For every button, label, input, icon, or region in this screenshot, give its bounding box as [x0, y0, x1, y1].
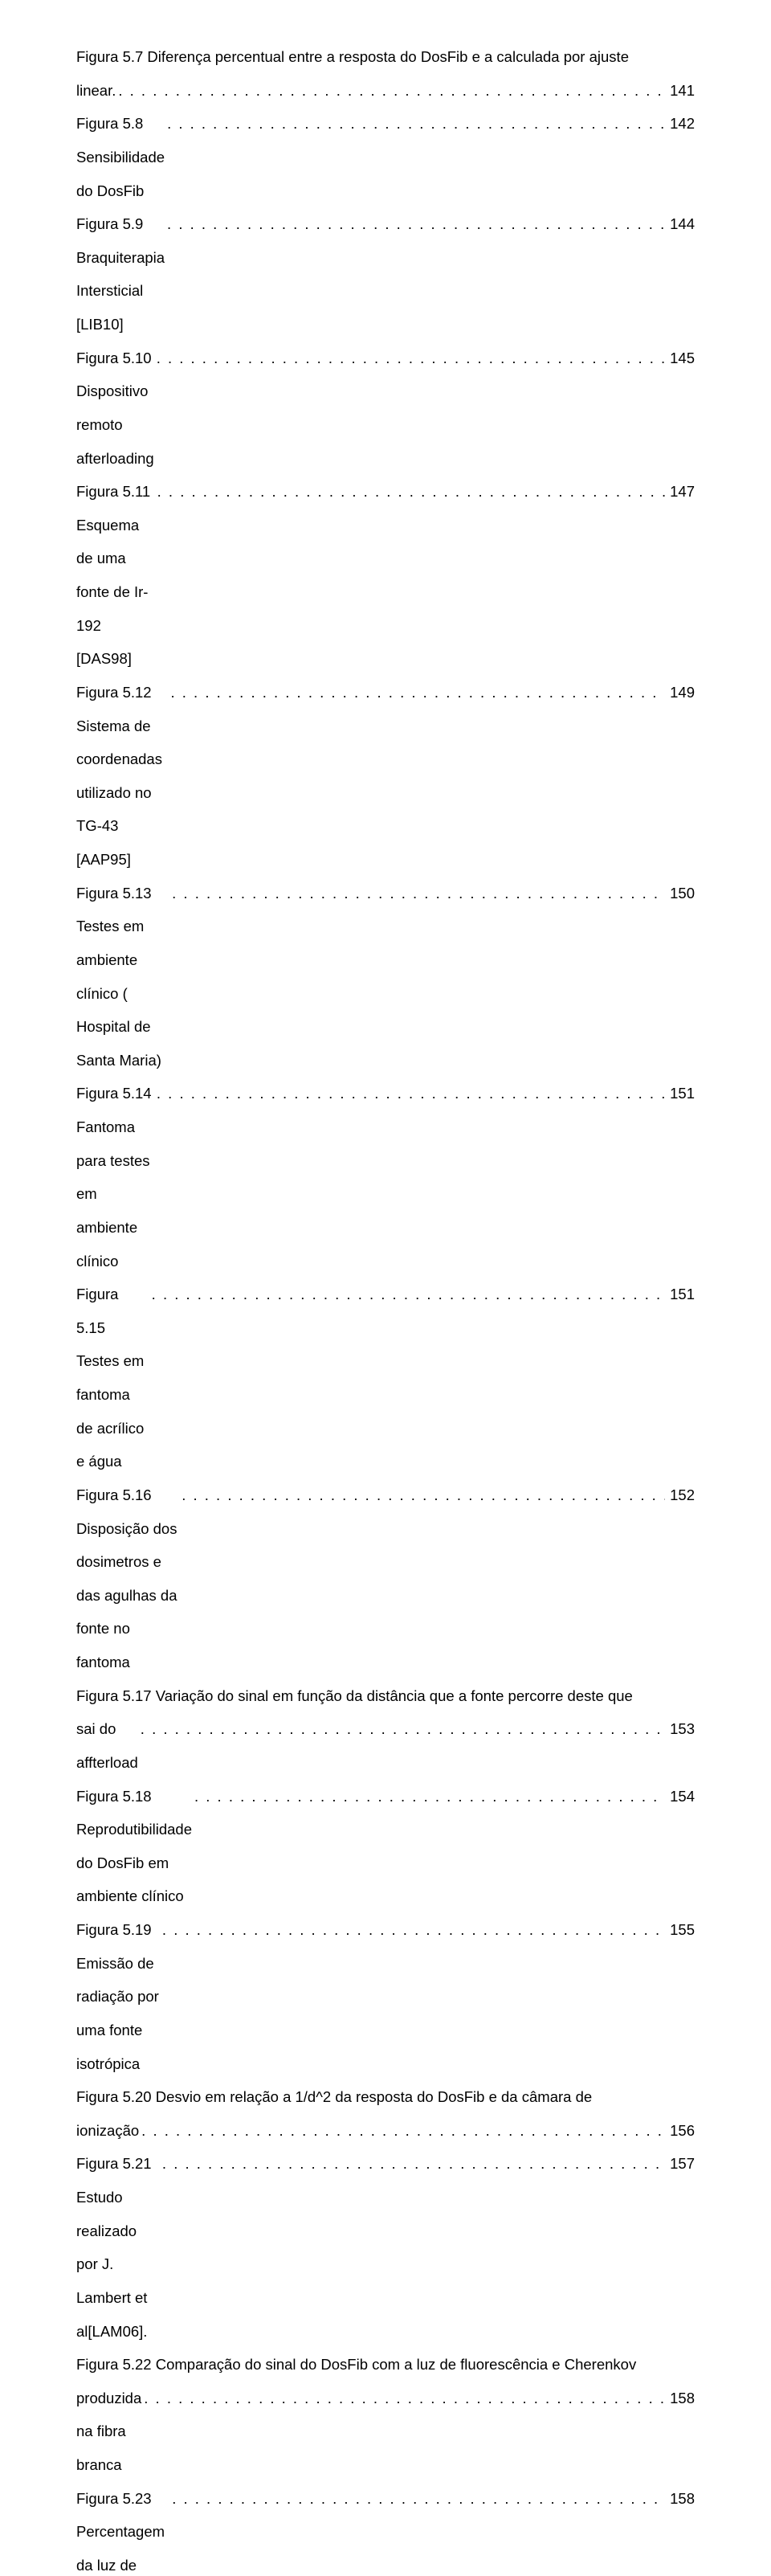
toc-entry-text: Figura 5.9 Braquiterapia Intersticial [L…	[76, 207, 165, 341]
leader-dots: . . . . . . . . . . . . . . . . . . . . …	[116, 74, 665, 108]
leader-dots: . . . . . . . . . . . . . . . . . . . . …	[165, 207, 665, 241]
toc-entry-text: Figura 5.19 Emissão de radiação por uma …	[76, 1913, 160, 2080]
toc-entry-text: Figura 5.16 Disposição dos dosimetros e …	[76, 1478, 179, 1679]
toc-entry: Figura 5.18 Reprodutibilidade do DosFib …	[76, 1780, 695, 1914]
toc-entry: Figura 5.20 Desvio em relação a 1/d^2 da…	[76, 2080, 695, 2147]
toc-entry-tail: ionização	[76, 2114, 139, 2148]
leader-dots: . . . . . . . . . . . . . . . . . . . . …	[139, 2114, 665, 2148]
toc-entry-text: Figura 5.11 Esquema de uma fonte de Ir-1…	[76, 475, 155, 676]
leader-dots: . . . . . . . . . . . . . . . . . . . . …	[141, 2382, 665, 2415]
toc-page-number: 144	[665, 207, 695, 241]
toc-page-number: 151	[665, 1278, 695, 1311]
toc-page-number: 145	[665, 341, 695, 375]
toc-entry: Figura 5.8 Sensibilidade do DosFib . . .…	[76, 107, 695, 207]
toc-entry-text: Figura 5.14 Fantoma para testes em ambie…	[76, 1077, 154, 1278]
toc-page-number: 158	[665, 2482, 695, 2516]
toc-entry: Figura 5.13 Testes em ambiente clínico (…	[76, 877, 695, 1077]
toc-entry-tail: linear.	[76, 74, 116, 108]
toc-page-number: 152	[665, 1478, 695, 1512]
toc-entry-text: Figura 5.23 Percentagem da luz de fluore…	[76, 2482, 169, 2576]
toc-entry-tail: produzida na fibra branca	[76, 2382, 141, 2482]
toc-entry-text: Figura 5.12 Sistema de coordenadas utili…	[76, 676, 168, 877]
leader-dots: . . . . . . . . . . . . . . . . . . . . …	[179, 1478, 665, 1512]
toc-entry: Figura 5.23 Percentagem da luz de fluore…	[76, 2482, 695, 2576]
toc-entry: Figura 5.7 Diferença percentual entre a …	[76, 40, 695, 107]
toc-page-number: 151	[665, 1077, 695, 1110]
leader-dots: . . . . . . . . . . . . . . . . . . . . …	[192, 1780, 665, 1813]
toc-entry-text: Figura 5.21 Estudo realizado por J. Lamb…	[76, 2147, 160, 2348]
toc-entry: Figura 5.17 Variação do sinal em função …	[76, 1679, 695, 1780]
toc-page-number: 153	[665, 1712, 695, 1746]
toc-entry: Figura 5.9 Braquiterapia Intersticial [L…	[76, 207, 695, 341]
toc-entry-lead: Figura 5.20 Desvio em relação a 1/d^2 da…	[76, 2080, 695, 2114]
leader-dots: . . . . . . . . . . . . . . . . . . . . …	[169, 877, 665, 910]
toc-entry-lead: Figura 5.17 Variação do sinal em função …	[76, 1679, 695, 1713]
toc-page-number: 157	[665, 2147, 695, 2181]
leader-dots: . . . . . . . . . . . . . . . . . . . . …	[138, 1712, 665, 1746]
toc-page-number: 155	[665, 1913, 695, 1947]
toc-page-number: 154	[665, 1780, 695, 1813]
page: Figura 5.7 Diferença percentual entre a …	[0, 0, 771, 2576]
toc-entry: Figura 5.11 Esquema de uma fonte de Ir-1…	[76, 475, 695, 676]
toc-entry-text: Figura 5.18 Reprodutibilidade do DosFib …	[76, 1780, 192, 1914]
toc-page-number: 156	[665, 2114, 695, 2148]
leader-dots: . . . . . . . . . . . . . . . . . . . . …	[168, 676, 665, 709]
toc-entry-text: Figura 5.15 Testes em fantoma de acrílic…	[76, 1278, 149, 1478]
leader-dots: . . . . . . . . . . . . . . . . . . . . …	[165, 107, 665, 141]
toc-entry: Figura 5.10 Dispositivo remoto afterload…	[76, 341, 695, 476]
toc-entry: Figura 5.21 Estudo realizado por J. Lamb…	[76, 2147, 695, 2348]
toc-entry-text: Figura 5.13 Testes em ambiente clínico (…	[76, 877, 169, 1077]
toc-entry-lead: Figura 5.22 Comparação do sinal do DosFi…	[76, 2348, 695, 2382]
toc-entry-text: Figura 5.8 Sensibilidade do DosFib	[76, 107, 165, 207]
toc-entry: Figura 5.16 Disposição dos dosimetros e …	[76, 1478, 695, 1679]
leader-dots: . . . . . . . . . . . . . . . . . . . . …	[155, 475, 665, 509]
toc-page-number: 158	[665, 2382, 695, 2415]
toc-entry: Figura 5.15 Testes em fantoma de acrílic…	[76, 1278, 695, 1478]
toc-entry: Figura 5.22 Comparação do sinal do DosFi…	[76, 2348, 695, 2482]
leader-dots: . . . . . . . . . . . . . . . . . . . . …	[160, 1913, 665, 1947]
toc-entry: Figura 5.19 Emissão de radiação por uma …	[76, 1913, 695, 2080]
toc-entry-tail: sai do affterload	[76, 1712, 138, 1779]
toc-entry-lead: Figura 5.7 Diferença percentual entre a …	[76, 40, 695, 74]
toc-entry: Figura 5.12 Sistema de coordenadas utili…	[76, 676, 695, 877]
leader-dots: . . . . . . . . . . . . . . . . . . . . …	[154, 341, 665, 375]
toc-entry-text: Figura 5.10 Dispositivo remoto afterload…	[76, 341, 154, 476]
toc-page-number: 142	[665, 107, 695, 141]
leader-dots: . . . . . . . . . . . . . . . . . . . . …	[149, 1278, 665, 1311]
leader-dots: . . . . . . . . . . . . . . . . . . . . …	[154, 1077, 665, 1110]
toc-page-number: 141	[665, 74, 695, 108]
leader-dots: . . . . . . . . . . . . . . . . . . . . …	[160, 2147, 665, 2181]
toc-page-number: 149	[665, 676, 695, 709]
toc-page-number: 147	[665, 475, 695, 509]
leader-dots: . . . . . . . . . . . . . . . . . . . . …	[169, 2482, 665, 2516]
toc-entry: Figura 5.14 Fantoma para testes em ambie…	[76, 1077, 695, 1278]
toc-page-number: 150	[665, 877, 695, 910]
